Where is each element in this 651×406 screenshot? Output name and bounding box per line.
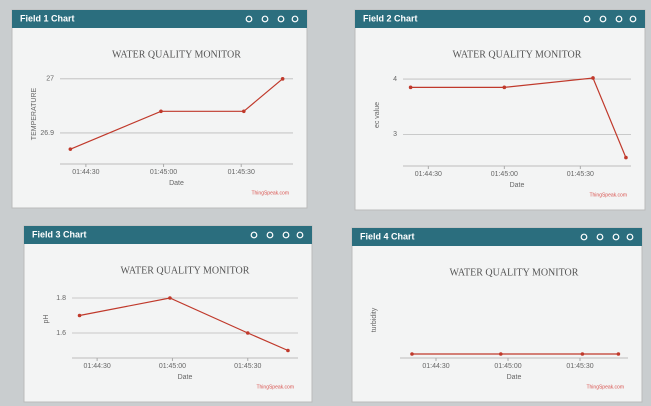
data-point [410, 352, 414, 356]
panel-title: Field 1 Chart [20, 13, 75, 23]
x-tick-label: 01:44:30 [83, 363, 110, 370]
credit: ThingSpeak.com [256, 384, 294, 390]
credit: ThingSpeak.com [589, 192, 627, 198]
panel-title: Field 4 Chart [360, 231, 415, 241]
x-axis-label: Date [178, 374, 193, 381]
x-tick-label: 01:45:00 [150, 169, 177, 176]
data-point [581, 352, 585, 356]
y-tick-label: 27 [46, 76, 54, 83]
data-point [246, 331, 250, 335]
x-axis-label: Date [169, 180, 184, 187]
y-axis-label: turbidity [371, 307, 378, 332]
chart-title: WATER QUALITY MONITOR [453, 49, 582, 60]
data-point [69, 147, 73, 151]
data-point [78, 314, 82, 318]
chart-title: WATER QUALITY MONITOR [450, 267, 579, 278]
data-point [617, 352, 621, 356]
data-point [624, 156, 628, 160]
panel-title: Field 2 Chart [363, 13, 418, 23]
panel [12, 10, 307, 208]
data-point [159, 109, 163, 113]
x-tick-label: 01:44:30 [72, 169, 99, 176]
panel [24, 226, 312, 402]
x-tick-label: 01:44:30 [422, 363, 449, 370]
data-point [281, 77, 285, 81]
y-tick-label: 3 [393, 131, 397, 138]
y-axis-label: pH [43, 315, 50, 324]
panel [355, 10, 645, 210]
x-tick-label: 01:45:30 [234, 363, 261, 370]
data-point [591, 76, 595, 80]
data-point [409, 86, 413, 90]
panel [352, 228, 642, 402]
data-point [286, 349, 290, 353]
y-tick-label: 1.8 [56, 295, 66, 302]
y-axis-label: ec value [374, 102, 381, 128]
panel-title: Field 3 Chart [32, 229, 87, 239]
data-point [168, 296, 172, 300]
x-axis-label: Date [510, 182, 525, 189]
x-tick-label: 01:45:30 [566, 363, 593, 370]
x-tick-label: 01:45:00 [491, 171, 518, 178]
y-tick-label: 26.9 [40, 130, 54, 137]
x-tick-label: 01:44:30 [415, 171, 442, 178]
y-tick-label: 1.6 [56, 330, 66, 337]
y-tick-label: 4 [393, 76, 397, 83]
credit: ThingSpeak.com [251, 190, 289, 196]
x-tick-label: 01:45:30 [567, 171, 594, 178]
chart-title: WATER QUALITY MONITOR [121, 265, 250, 276]
y-axis-label: TEMPERATURE [31, 87, 38, 140]
data-point [242, 109, 246, 113]
x-tick-label: 01:45:00 [494, 363, 521, 370]
credit: ThingSpeak.com [586, 384, 624, 390]
x-axis-label: Date [507, 374, 522, 381]
dashboard: Field 1 Chart WATER QUALITY MONITOR TEMPER… [0, 0, 651, 406]
chart-title: WATER QUALITY MONITOR [112, 49, 241, 60]
x-tick-label: 01:45:30 [228, 169, 255, 176]
data-point [499, 352, 503, 356]
x-tick-label: 01:45:00 [159, 363, 186, 370]
data-point [503, 86, 507, 90]
